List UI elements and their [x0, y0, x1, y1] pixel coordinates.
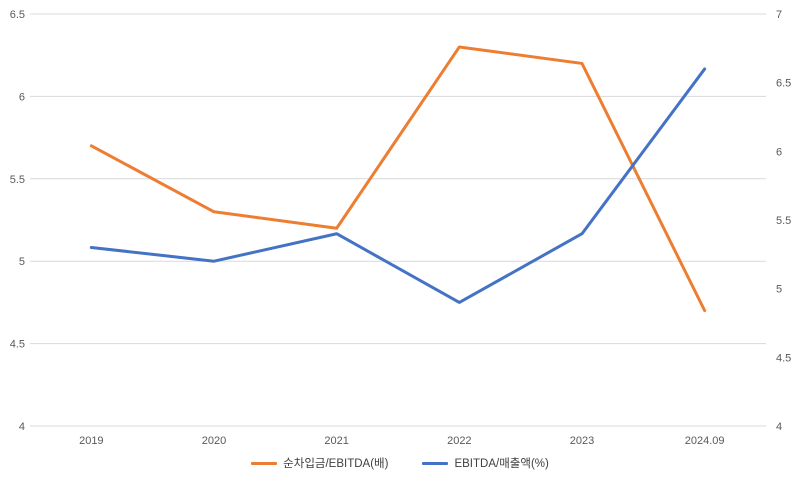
x-axis-tick-label: 2020 [202, 435, 226, 447]
legend-label: 순차입금/EBITDA(배) [283, 458, 389, 470]
right-axis-tick-label: 6.5 [776, 78, 791, 90]
right-axis-tick-label: 7 [776, 9, 782, 21]
left-axis-tick-label: 5 [19, 256, 25, 268]
chart-legend: 순차입금/EBITDA(배) EBITDA/매출액(%) [0, 455, 800, 471]
plot-area: 4 4.5 5 5.5 6 6.5 4 4.5 5 5.5 6 6.5 7 2019 2020 2021 202… [10, 9, 792, 447]
x-axis-tick-label: 2021 [324, 435, 348, 447]
legend-item-ebitda-margin: EBITDA/매출액(%) [422, 455, 549, 471]
x-axis-tick-label: 2023 [570, 435, 594, 447]
left-axis-tick-label: 4.5 [10, 339, 25, 351]
left-axis-tick-label: 4 [19, 421, 25, 433]
left-axis-tick-label: 5.5 [10, 174, 25, 186]
right-axis-tick-label: 4 [776, 421, 782, 433]
legend-label: EBITDA/매출액(%) [454, 458, 549, 470]
right-axis-tick-label: 4.5 [776, 352, 791, 364]
left-axis-tick-label: 6.5 [10, 9, 25, 21]
legend-item-net-debt-ebitda: 순차입금/EBITDA(배) [251, 455, 388, 471]
left-axis-tick-label: 6 [19, 91, 25, 103]
right-axis-tick-label: 5.5 [776, 215, 791, 227]
series-line-0 [89, 45, 707, 313]
series-line-1 [89, 67, 707, 304]
x-axis-tick-label: 2022 [447, 435, 471, 447]
legend-swatch-orange-line [251, 461, 278, 465]
x-axis-tick-label: 2019 [79, 435, 103, 447]
right-axis-tick-label: 5 [776, 284, 782, 296]
legend-swatch-blue-line [422, 461, 449, 465]
right-axis-tick-label: 6 [776, 146, 782, 158]
x-axis-tick-label: 2024.09 [685, 435, 725, 447]
